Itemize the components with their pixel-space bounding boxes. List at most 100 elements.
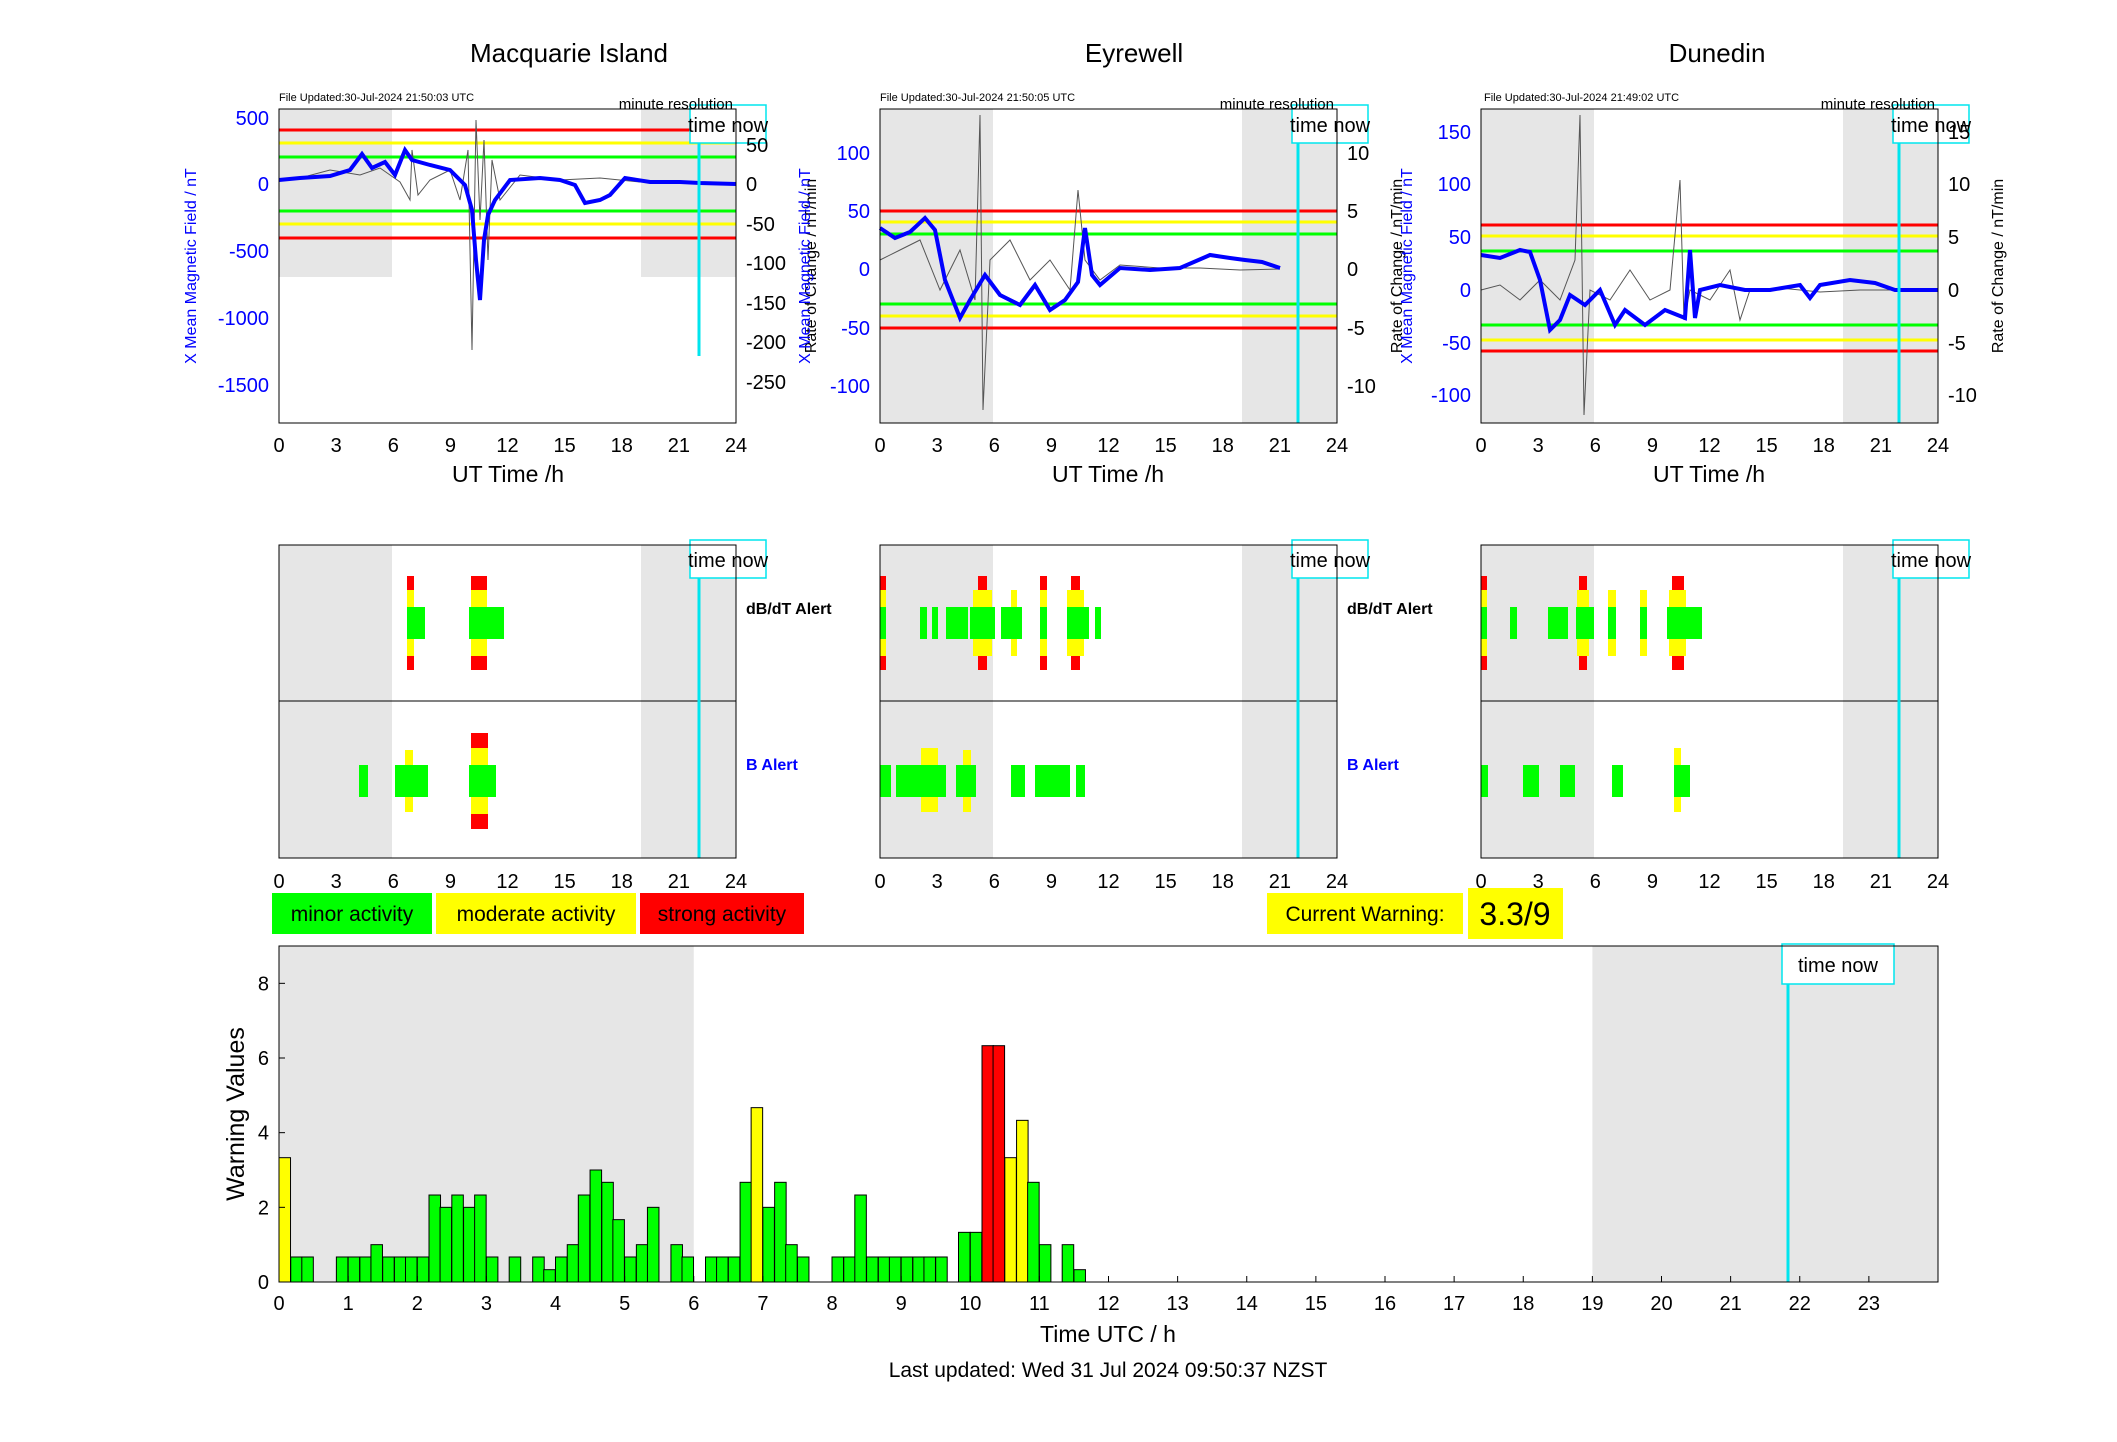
x-tick: 9 [445, 435, 456, 457]
warning-bar [278, 1157, 292, 1283]
warning-bar [624, 1256, 637, 1283]
x-tick: 24 [1927, 871, 1949, 893]
plot-frame [879, 544, 1338, 859]
warning-bar [474, 1194, 487, 1283]
warning-bar [439, 1206, 453, 1283]
time-now-box [1892, 539, 1970, 579]
y-tick: 0 [1948, 280, 1959, 302]
field-trace [878, 215, 1281, 323]
current-warning-value: 3.3/9 [1479, 896, 1550, 932]
alert-bar [359, 765, 368, 797]
x-axis-label: UT Time /h [1653, 461, 1765, 487]
alert-bar [970, 607, 995, 639]
warning-bar [463, 1206, 476, 1283]
right-axis-ticks: 15 10 5 0 -5 -10 [1948, 122, 1977, 407]
x-tick: 9 [445, 871, 456, 893]
x-tick: 3 [932, 871, 943, 893]
warning-bar [532, 1256, 545, 1283]
y-axis-label-right: Rate of Change / nT/min [803, 179, 820, 353]
b-alert-bars [880, 748, 1085, 812]
x-tick: 12 [1097, 435, 1119, 457]
warning-bar [451, 1194, 464, 1283]
warning-bar [1004, 1157, 1017, 1283]
x-axis-ticks: 0 3 6 9 12 15 18 21 24 [1475, 435, 1949, 457]
current-warning-label: Current Warning: [1285, 903, 1444, 926]
warning-bar [831, 1256, 845, 1283]
legend-moderate-label: moderate activity [457, 903, 616, 926]
warning-bar [359, 1256, 372, 1283]
x-tick: 24 [1326, 435, 1348, 457]
time-now-box [1781, 943, 1895, 985]
alert-bar [1560, 765, 1575, 797]
y-tick: 0 [258, 174, 269, 196]
warning-bar [1027, 1181, 1040, 1283]
alert-bar [946, 607, 968, 639]
legend-minor [272, 893, 432, 934]
current-warning: Current Warning: 3.3/9 [1267, 888, 1563, 939]
x-tick: 1 [343, 1293, 354, 1315]
x-tick: 6 [989, 435, 1000, 457]
time-now-label: time now [688, 550, 769, 572]
warning-bar [739, 1181, 753, 1283]
x-tick: 3 [331, 871, 342, 893]
time-now-label: time now [688, 115, 769, 137]
x-tick: 24 [725, 435, 747, 457]
alert-bar [469, 607, 504, 639]
b-alert-label: B Alert [746, 757, 799, 774]
chart-shading [279, 946, 1938, 1282]
x-tick: 6 [1590, 435, 1601, 457]
x-tick: 9 [1647, 435, 1658, 457]
rate-trace [879, 114, 1281, 411]
x-tick: 8 [826, 1293, 837, 1315]
x-tick: 18 [611, 435, 633, 457]
y-tick: -1500 [218, 375, 269, 397]
field-trace [1480, 247, 1938, 335]
warning-bar [589, 1169, 603, 1283]
x-tick: 15 [554, 435, 576, 457]
x-tick: 0 [1475, 871, 1486, 893]
alert-bar [920, 607, 927, 639]
warning-bar [762, 1206, 775, 1283]
file-updated: File Updated:30-Jul-2024 21:50:05 UTC [880, 92, 1075, 104]
chart-y-label: Warning Values [222, 1027, 250, 1201]
time-now-box [689, 104, 767, 144]
warning-bar [1061, 1244, 1075, 1283]
warning-bar [646, 1206, 660, 1283]
y-tick: 5 [1347, 201, 1358, 223]
x-tick: 15 [554, 871, 576, 893]
x-tick: 3 [932, 435, 943, 457]
dbdt-alert-bars [880, 576, 1101, 670]
warning-bar [335, 1256, 349, 1283]
alert-bar [1067, 607, 1089, 639]
y-tick: -50 [841, 318, 870, 340]
x-tick: 2 [412, 1293, 423, 1315]
panel-macquarie: Macquarie Island time now File Updated:3… [183, 38, 820, 487]
y-tick: 50 [746, 135, 768, 157]
warning-bar [670, 1244, 683, 1283]
x-tick: 7 [757, 1293, 768, 1315]
y-tick: -150 [746, 293, 786, 315]
warning-bar [843, 1256, 856, 1283]
x-tick: 6 [688, 1293, 699, 1315]
time-now-label: time now [1891, 115, 1972, 137]
chart-y-ticks: 0 2 4 6 8 [258, 973, 285, 1294]
field-panels: Macquarie Island time now File Updated:3… [183, 38, 2007, 487]
x-tick: 6 [1590, 871, 1601, 893]
x-tick: 13 [1167, 1293, 1189, 1315]
legend-strong [640, 893, 804, 934]
time-now-label: time now [1290, 550, 1371, 572]
field-trace [278, 145, 737, 301]
right-axis-ticks: 50 0 -50 -100 -150 -200 -250 [746, 135, 786, 394]
warning-bar [785, 1244, 798, 1283]
x-tick: 0 [273, 1293, 284, 1315]
dbdt-alert-bars [1481, 576, 1702, 670]
legend-moderate [436, 893, 636, 934]
warning-bar [1073, 1269, 1086, 1283]
x-tick: 12 [1097, 871, 1119, 893]
y-axis-label-left: X Mean Magnetic Field / nT [797, 168, 814, 364]
alert-bar [1001, 607, 1022, 639]
alert-bar [1612, 765, 1623, 797]
shade-night [1242, 109, 1337, 423]
warning-bar [370, 1244, 383, 1283]
y-tick: 6 [258, 1048, 269, 1070]
